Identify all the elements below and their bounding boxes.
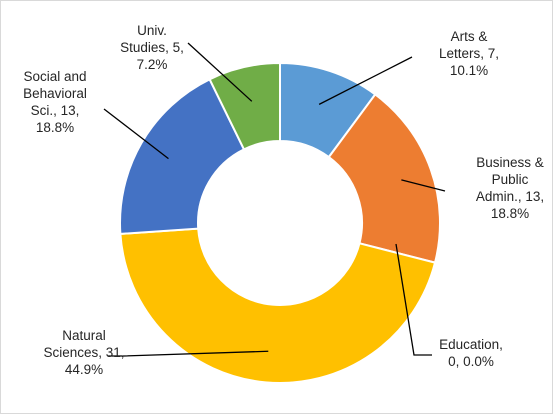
data-labels-group: Arts & Letters, 7, 10.1% Business & Public Ad…	[23, 23, 544, 377]
data-label-1: Business & Public Admin., 13, 18.8%	[476, 155, 544, 221]
data-label-line: 44.9%	[65, 362, 103, 377]
data-label-line: Social and	[23, 69, 86, 84]
data-label-2: Education, 0, 0.0%	[439, 337, 503, 369]
data-label-line: Behavioral	[23, 86, 87, 101]
data-label-line: Studies, 5,	[120, 40, 184, 55]
leader-line-4	[103, 108, 169, 160]
data-label-line: Admin., 13,	[476, 189, 544, 204]
data-label-line: Arts &	[451, 29, 488, 44]
slice-3	[119, 227, 437, 384]
data-label-line: Public	[492, 172, 529, 187]
data-label-line: Sci., 13,	[31, 103, 80, 118]
leader-line-3	[108, 350, 269, 357]
data-label-line: Education,	[439, 337, 503, 352]
data-label-line: Business &	[476, 155, 544, 170]
data-label-0: Arts & Letters, 7, 10.1%	[439, 29, 499, 78]
slice-5	[208, 61, 281, 151]
leader-line-0	[318, 56, 413, 105]
leader-line-5	[187, 42, 253, 102]
data-label-line: 10.1%	[450, 63, 488, 78]
data-label-line: 0, 0.0%	[448, 354, 494, 369]
data-label-line: Univ.	[137, 23, 167, 38]
data-label-5: Univ. Studies, 5, 7.2%	[120, 23, 184, 72]
leader-lines-group	[103, 42, 446, 357]
data-label-line: 18.8%	[36, 120, 74, 135]
data-label-3: Natural Sciences, 31, 44.9%	[43, 328, 124, 377]
slice-4	[119, 77, 246, 235]
leader-line-1	[401, 179, 446, 192]
slice-1	[327, 93, 441, 264]
leader-line-2	[395, 243, 432, 356]
data-label-line: 18.8%	[491, 206, 529, 221]
data-label-line: Letters, 7,	[439, 46, 499, 61]
data-label-line: 7.2%	[137, 57, 168, 72]
data-label-line: Natural	[62, 328, 106, 343]
data-label-4: Social and Behavioral Sci., 13, 18.8%	[23, 69, 87, 135]
data-label-line: Sciences, 31,	[43, 345, 124, 360]
slices-group	[119, 61, 441, 384]
